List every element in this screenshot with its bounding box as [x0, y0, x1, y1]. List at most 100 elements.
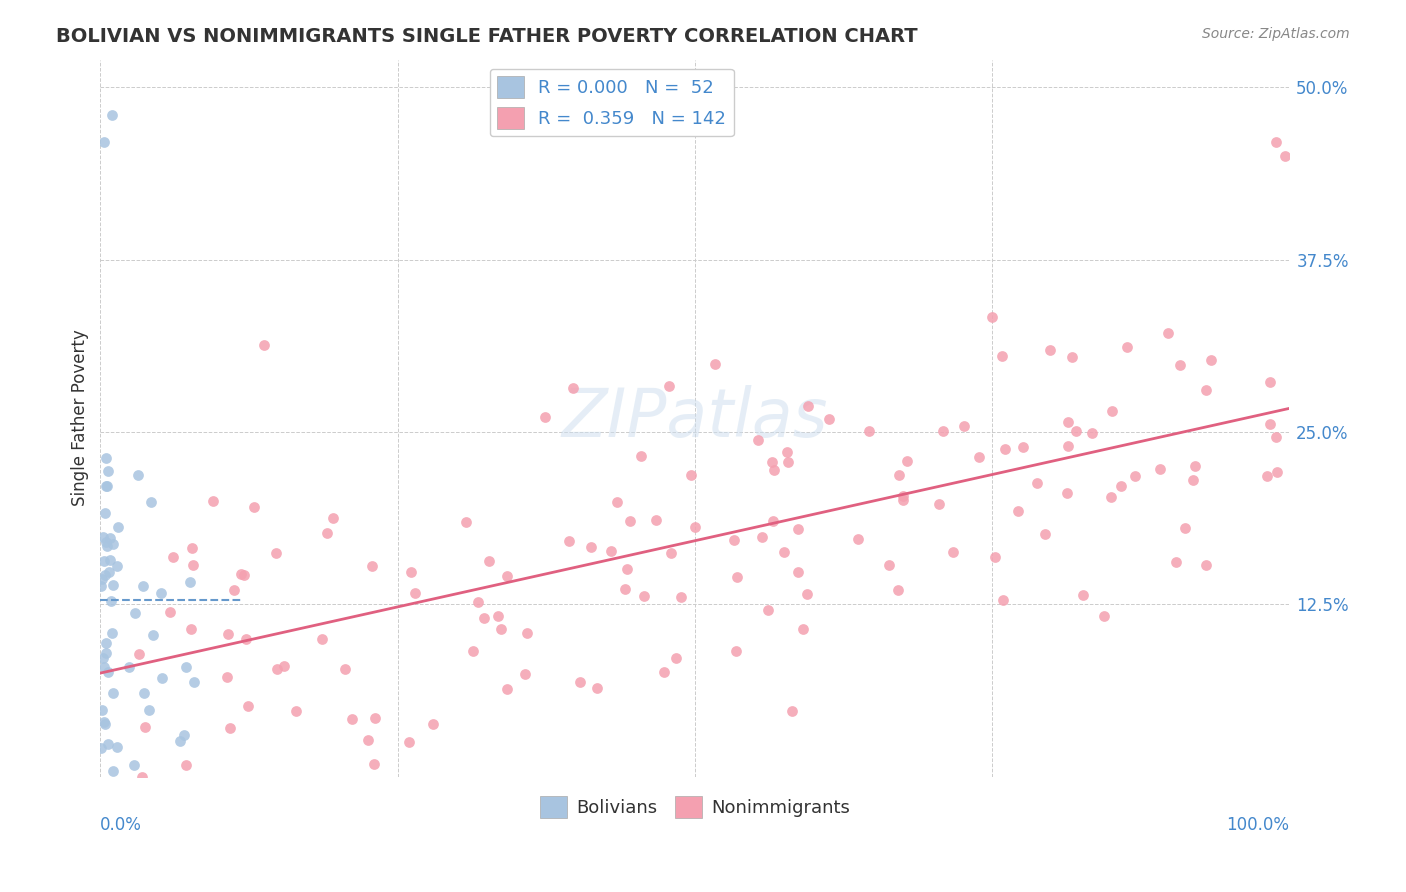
Point	[404, 586, 426, 600]
Point	[984, 550, 1007, 565]
Point	[773, 544, 796, 558]
Point	[222, 582, 245, 597]
Point	[93, 714, 115, 729]
Point	[1060, 351, 1083, 365]
Point	[1101, 403, 1123, 417]
Point	[127, 467, 149, 482]
Point	[1264, 136, 1286, 150]
Point	[128, 647, 150, 661]
Point	[679, 467, 702, 482]
Point	[1195, 383, 1218, 397]
Point	[568, 675, 591, 690]
Point	[533, 409, 555, 424]
Point	[1195, 558, 1218, 573]
Point	[91, 572, 114, 586]
Point	[100, 108, 122, 122]
Point	[364, 711, 387, 725]
Point	[363, 756, 385, 771]
Point	[928, 497, 950, 511]
Point	[91, 703, 114, 717]
Point	[180, 622, 202, 636]
Point	[107, 520, 129, 534]
Legend: Bolivians, Nonimmigrants: Bolivians, Nonimmigrants	[533, 789, 858, 825]
Point	[579, 541, 602, 555]
Point	[266, 662, 288, 676]
Point	[340, 712, 363, 726]
Point	[273, 659, 295, 673]
Point	[217, 670, 239, 684]
Point	[132, 579, 155, 593]
Point	[991, 593, 1014, 607]
Point	[236, 699, 259, 714]
Point	[1056, 485, 1078, 500]
Point	[174, 757, 197, 772]
Point	[846, 532, 869, 546]
Point	[181, 541, 204, 555]
Point	[253, 338, 276, 352]
Point	[585, 681, 607, 696]
Point	[562, 381, 585, 395]
Text: 100.0%: 100.0%	[1226, 816, 1289, 834]
Point	[94, 534, 117, 549]
Point	[134, 720, 156, 734]
Point	[1033, 527, 1056, 541]
Point	[1149, 461, 1171, 475]
Point	[101, 685, 124, 699]
Point	[1166, 556, 1188, 570]
Point	[887, 467, 910, 482]
Point	[105, 559, 128, 574]
Point	[1025, 476, 1047, 491]
Point	[776, 444, 799, 458]
Point	[858, 425, 880, 439]
Point	[101, 577, 124, 591]
Point	[235, 632, 257, 646]
Point	[169, 733, 191, 747]
Text: Source: ZipAtlas.com: Source: ZipAtlas.com	[1202, 27, 1350, 41]
Point	[1111, 479, 1133, 493]
Point	[747, 434, 769, 448]
Point	[1168, 358, 1191, 372]
Point	[1056, 415, 1078, 429]
Point	[751, 530, 773, 544]
Point	[181, 558, 204, 573]
Point	[422, 717, 444, 731]
Point	[91, 530, 114, 544]
Point	[557, 534, 579, 549]
Point	[231, 566, 253, 581]
Point	[159, 605, 181, 619]
Point	[97, 737, 120, 751]
Point	[91, 651, 114, 665]
Point	[357, 733, 380, 747]
Point	[93, 136, 115, 150]
Point	[495, 681, 517, 696]
Point	[952, 419, 974, 434]
Point	[101, 625, 124, 640]
Point	[633, 590, 655, 604]
Text: 0.0%: 0.0%	[100, 816, 142, 834]
Point	[879, 558, 901, 572]
Point	[994, 442, 1017, 456]
Point	[96, 539, 118, 553]
Point	[723, 533, 745, 548]
Point	[174, 660, 197, 674]
Point	[614, 582, 637, 596]
Point	[891, 492, 914, 507]
Point	[756, 603, 779, 617]
Point	[105, 740, 128, 755]
Point	[1260, 417, 1282, 431]
Point	[1184, 458, 1206, 473]
Point	[1256, 469, 1278, 483]
Point	[1182, 473, 1205, 487]
Point	[98, 531, 121, 545]
Point	[311, 632, 333, 647]
Point	[316, 525, 339, 540]
Point	[1081, 425, 1104, 440]
Point	[787, 565, 810, 579]
Point	[792, 622, 814, 636]
Point	[456, 515, 478, 529]
Point	[472, 610, 495, 624]
Point	[659, 545, 682, 559]
Point	[138, 703, 160, 717]
Point	[671, 590, 693, 604]
Point	[202, 494, 225, 508]
